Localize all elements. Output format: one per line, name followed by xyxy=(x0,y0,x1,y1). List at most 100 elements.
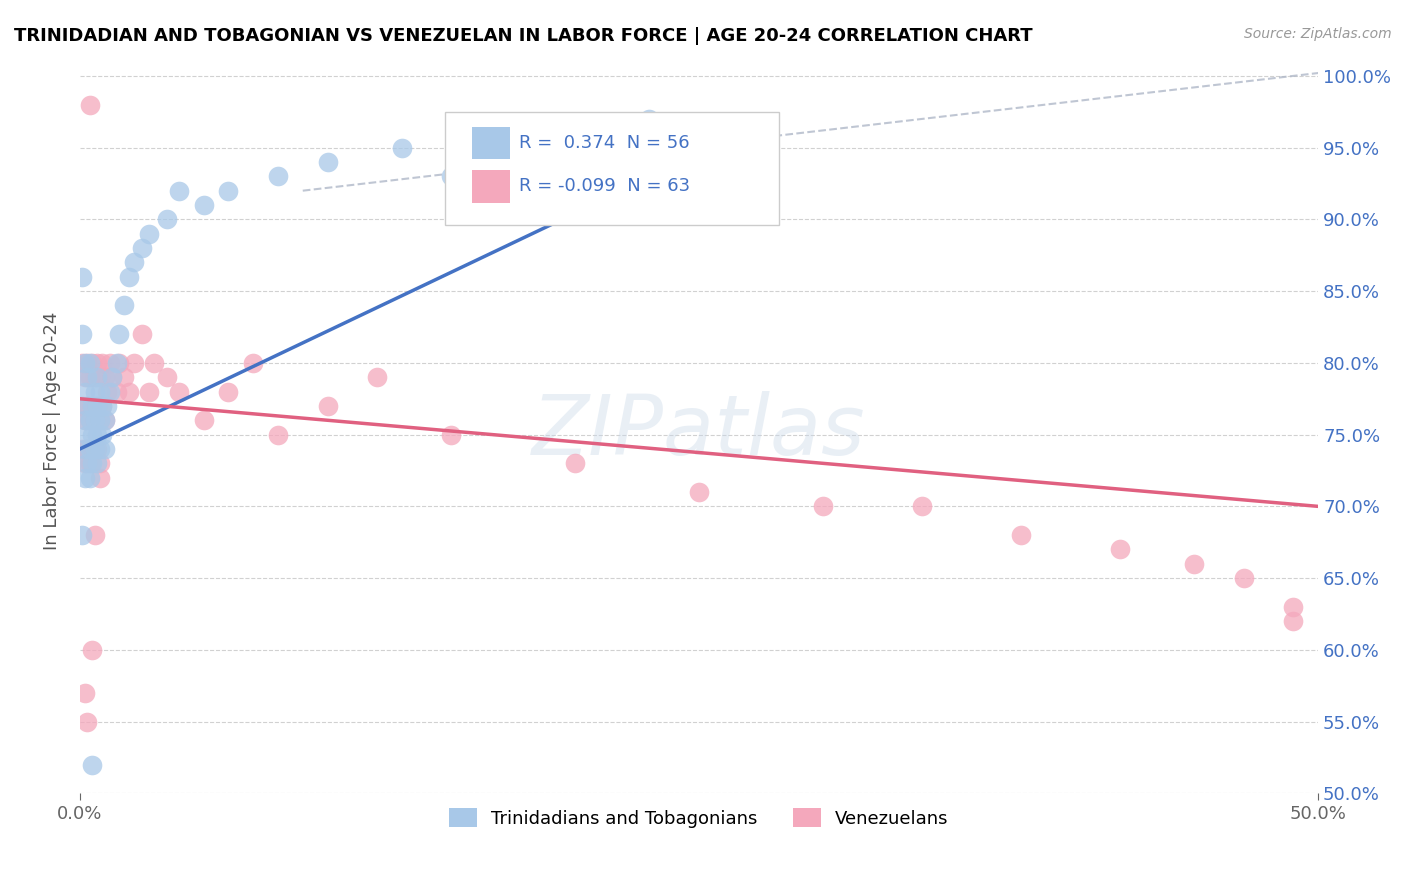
Point xyxy=(1233,571,1256,585)
Point xyxy=(267,169,290,184)
Point xyxy=(73,456,96,470)
Point xyxy=(124,356,146,370)
Point xyxy=(193,198,215,212)
Point xyxy=(1282,614,1305,628)
Point xyxy=(82,643,104,657)
Point xyxy=(79,413,101,427)
Point xyxy=(167,184,190,198)
Point xyxy=(91,399,114,413)
Point xyxy=(267,427,290,442)
Point xyxy=(79,356,101,370)
Point xyxy=(96,384,118,399)
Point xyxy=(138,384,160,399)
Point xyxy=(440,169,463,184)
FancyBboxPatch shape xyxy=(472,170,509,202)
Point xyxy=(73,356,96,370)
Point xyxy=(217,384,239,399)
Point xyxy=(73,686,96,700)
Point xyxy=(114,370,136,384)
Point xyxy=(105,356,128,370)
Point xyxy=(193,413,215,427)
Point xyxy=(1010,528,1032,542)
Point xyxy=(131,241,153,255)
Point xyxy=(86,442,108,456)
Point xyxy=(82,356,104,370)
Point xyxy=(98,356,121,370)
Point xyxy=(93,413,115,427)
Point xyxy=(93,413,115,427)
Point xyxy=(155,370,177,384)
Point xyxy=(82,427,104,442)
Point xyxy=(83,413,105,427)
Point xyxy=(564,141,586,155)
Point xyxy=(83,528,105,542)
Text: TRINIDADIAN AND TOBAGONIAN VS VENEZUELAN IN LABOR FORCE | AGE 20-24 CORRELATION : TRINIDADIAN AND TOBAGONIAN VS VENEZUELAN… xyxy=(14,27,1032,45)
Point xyxy=(73,471,96,485)
Point xyxy=(1282,599,1305,614)
Point xyxy=(73,442,96,456)
Text: R =  0.374  N = 56: R = 0.374 N = 56 xyxy=(519,135,690,153)
Point xyxy=(79,442,101,456)
Point xyxy=(82,442,104,456)
Point xyxy=(89,370,111,384)
Point xyxy=(72,528,94,542)
Y-axis label: In Labor Force | Age 20-24: In Labor Force | Age 20-24 xyxy=(44,312,60,550)
Point xyxy=(316,399,339,413)
Point xyxy=(79,471,101,485)
Point xyxy=(688,485,710,500)
Text: R = -0.099  N = 63: R = -0.099 N = 63 xyxy=(519,178,690,195)
Point xyxy=(108,356,131,370)
Point xyxy=(91,399,114,413)
Point xyxy=(143,356,166,370)
Point xyxy=(217,184,239,198)
Point xyxy=(440,427,463,442)
Point xyxy=(138,227,160,241)
Point xyxy=(76,356,98,370)
Point xyxy=(638,112,661,126)
Point xyxy=(82,399,104,413)
Point xyxy=(489,126,512,140)
Point xyxy=(108,327,131,342)
Point xyxy=(76,456,98,470)
Point xyxy=(76,714,98,729)
Legend: Trinidadians and Tobagonians, Venezuelans: Trinidadians and Tobagonians, Venezuelan… xyxy=(443,801,956,835)
Point xyxy=(89,471,111,485)
Point xyxy=(124,255,146,269)
Point xyxy=(79,370,101,384)
Point xyxy=(89,442,111,456)
Point xyxy=(155,212,177,227)
Point xyxy=(76,399,98,413)
Point xyxy=(86,356,108,370)
Point xyxy=(79,413,101,427)
Point xyxy=(76,442,98,456)
Point xyxy=(91,356,114,370)
Point xyxy=(114,298,136,312)
Point xyxy=(73,413,96,427)
Point xyxy=(811,500,834,514)
Point xyxy=(316,155,339,169)
Point xyxy=(131,327,153,342)
Point xyxy=(366,370,388,384)
Point xyxy=(91,427,114,442)
Point xyxy=(86,427,108,442)
Point xyxy=(72,327,94,342)
Text: Source: ZipAtlas.com: Source: ZipAtlas.com xyxy=(1244,27,1392,41)
Point xyxy=(76,427,98,442)
Point xyxy=(83,413,105,427)
Point xyxy=(89,413,111,427)
Point xyxy=(391,141,413,155)
Point xyxy=(79,97,101,112)
Point xyxy=(73,384,96,399)
Point xyxy=(82,456,104,470)
Point xyxy=(83,442,105,456)
Point xyxy=(83,384,105,399)
Point xyxy=(89,456,111,470)
Point xyxy=(72,269,94,284)
Point xyxy=(86,399,108,413)
Point xyxy=(82,757,104,772)
Point xyxy=(911,500,934,514)
Point xyxy=(101,370,124,384)
Point xyxy=(86,370,108,384)
Point xyxy=(76,399,98,413)
Point xyxy=(83,370,105,384)
